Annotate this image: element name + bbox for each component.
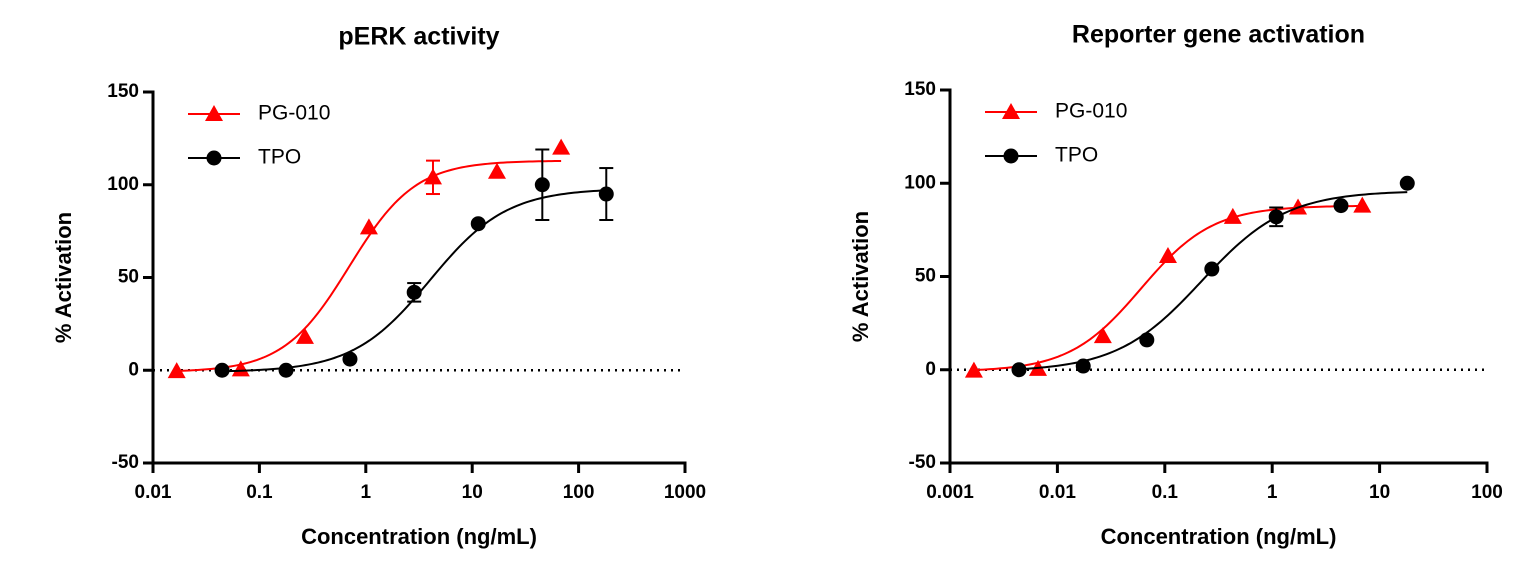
y-tick-label: 50 <box>118 267 139 288</box>
y-tick-label: 100 <box>107 174 139 195</box>
data-point <box>1223 207 1242 224</box>
data-point <box>231 360 250 377</box>
data-point <box>278 362 294 378</box>
legend-label: PG-010 <box>258 102 330 125</box>
data-point <box>1333 198 1349 214</box>
y-tick-label: 0 <box>925 359 936 380</box>
y-tick-label: 150 <box>107 81 139 102</box>
x-tick-label: 10 <box>1369 482 1390 503</box>
x-tick-label: 10 <box>462 482 483 503</box>
data-point <box>1268 209 1284 225</box>
legend-marker <box>205 105 223 121</box>
fit-curve <box>973 204 1363 372</box>
legend-marker <box>206 150 222 166</box>
y-tick-label: -50 <box>112 452 139 473</box>
data-point <box>1139 332 1155 348</box>
x-tick-label: 0.01 <box>135 482 172 503</box>
data-point <box>1289 198 1308 215</box>
x-tick-label: 0.1 <box>1152 482 1179 503</box>
data-point <box>406 284 422 300</box>
legend-marker <box>1002 103 1020 119</box>
x-tick-label: 0.001 <box>926 482 974 503</box>
x-tick-label: 1 <box>1267 482 1278 503</box>
data-point <box>470 216 486 232</box>
data-point <box>214 362 230 378</box>
y-axis-label: % Activation <box>848 211 873 342</box>
x-axis-label: Concentration (ng/mL) <box>301 524 537 549</box>
data-point <box>359 218 378 235</box>
x-tick-label: 100 <box>563 482 595 503</box>
fit-curve <box>222 189 607 373</box>
legend-marker <box>1003 148 1019 164</box>
fit-curve <box>176 159 562 372</box>
x-tick-label: 0.1 <box>246 482 273 503</box>
legend-label: TPO <box>258 146 301 169</box>
data-point <box>1399 175 1415 191</box>
data-point <box>1075 358 1091 374</box>
data-point <box>552 138 571 155</box>
legend-label: PG-010 <box>1055 100 1127 123</box>
data-point <box>598 186 614 202</box>
data-point <box>167 362 186 379</box>
y-tick-label: 0 <box>128 359 139 380</box>
x-tick-label: 1000 <box>664 482 706 503</box>
data-point <box>1158 246 1177 263</box>
x-tick-label: 100 <box>1471 482 1503 503</box>
chart-title: pERK activity <box>338 23 499 51</box>
legend-label: TPO <box>1055 144 1098 167</box>
data-point <box>534 177 550 193</box>
x-axis-label: Concentration (ng/mL) <box>1101 524 1337 549</box>
y-tick-label: 150 <box>904 79 936 100</box>
data-point <box>964 361 983 378</box>
data-point <box>1011 362 1027 378</box>
data-point <box>1353 196 1372 213</box>
data-point <box>295 327 314 344</box>
y-axis-label: % Activation <box>51 212 76 343</box>
x-tick-label: 0.01 <box>1039 482 1076 503</box>
y-tick-label: 50 <box>915 266 936 287</box>
x-tick-label: 1 <box>361 482 372 503</box>
data-point <box>423 168 442 185</box>
fit-curve <box>1018 191 1408 371</box>
chart-title: Reporter gene activation <box>1072 21 1365 49</box>
data-point <box>1204 261 1220 277</box>
y-tick-label: -50 <box>909 452 936 473</box>
data-point <box>342 351 358 367</box>
y-tick-label: 100 <box>904 172 936 193</box>
data-point <box>1093 327 1112 344</box>
data-point <box>487 162 506 179</box>
